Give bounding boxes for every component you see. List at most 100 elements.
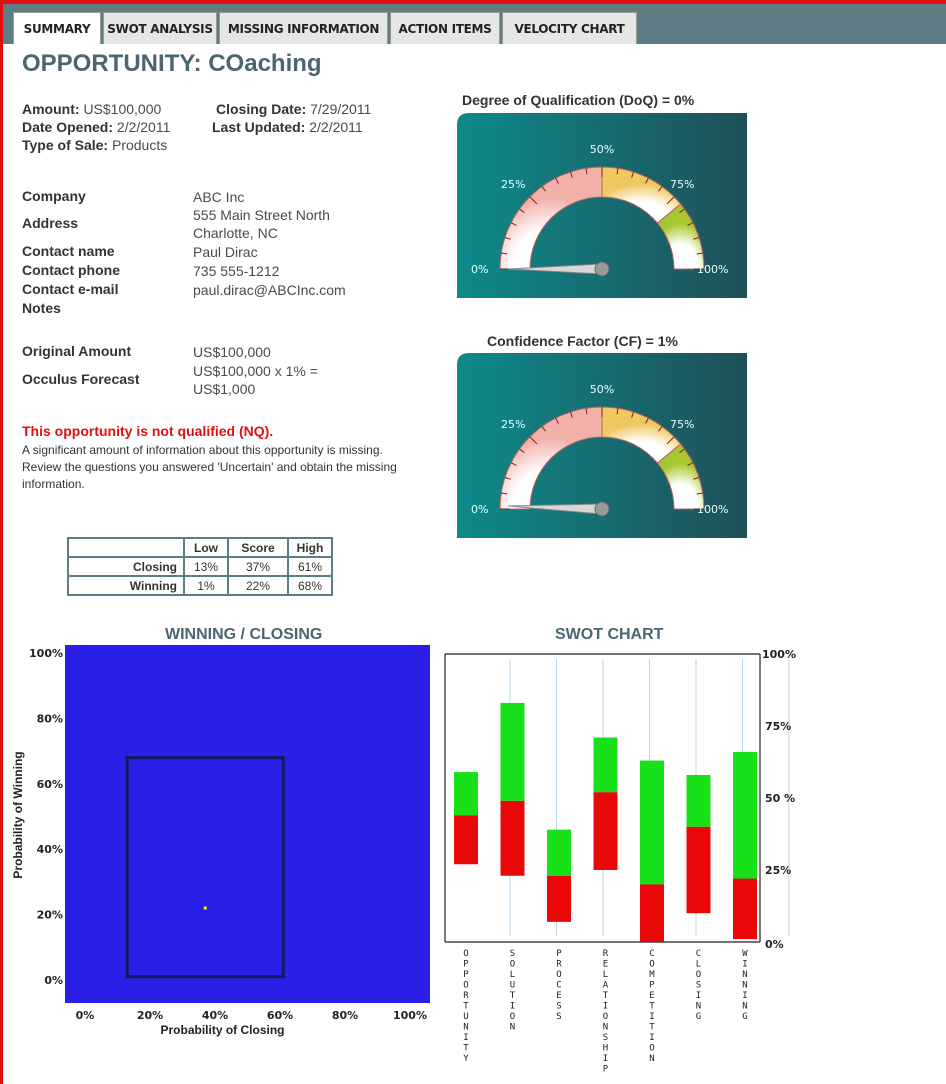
swot-category-label: G: [696, 1012, 701, 1022]
swot-category-label: A: [603, 981, 609, 991]
x-tick-label: 100%: [393, 1009, 427, 1022]
swot-category-label: T: [649, 1002, 655, 1012]
contact-email-label: Contact e-mail: [22, 281, 119, 297]
gauge-tick: [570, 411, 573, 418]
tab-swot-analysis[interactable]: SWOT ANALYSIS: [103, 12, 217, 44]
type-of-sale-row: Type of Sale: Products: [22, 137, 167, 153]
swot-frame: [444, 653, 761, 943]
swot-y-tick-label: 0%: [765, 938, 784, 951]
gauge-tick: [645, 417, 649, 424]
status-message-line-1: A significant amount of information abou…: [22, 443, 383, 457]
swot-y-tick-label: 50 %: [765, 792, 795, 805]
swot-category-label: L: [510, 970, 515, 980]
gauge-tick: [519, 448, 525, 453]
swot-category-label: Y: [463, 1054, 469, 1064]
swot-category-label: N: [742, 1002, 747, 1012]
cf-gauge-title: Confidence Factor (CF) = 1%: [487, 333, 678, 349]
gauge-tick: [693, 477, 700, 480]
swot-y-tick-label: 25%: [765, 864, 791, 877]
amount-label: Amount:: [22, 101, 80, 117]
swot-category-label: H: [603, 1044, 608, 1054]
status-message-line-2: Review the questions you answered 'Uncer…: [22, 460, 397, 491]
gauge-tick: [631, 411, 634, 418]
swot-category-label: O: [510, 1012, 515, 1022]
tab-velocity-chart[interactable]: VELOCITY CHART: [502, 12, 637, 44]
left-accent-bar: [0, 0, 3, 1084]
swot-category-label: P: [649, 981, 655, 991]
closing-date-value: 7/29/2011: [310, 101, 372, 117]
swot-category-label: I: [603, 1002, 608, 1012]
amount-row: Amount: US$100,000: [22, 101, 161, 117]
gauge-tick: [541, 186, 546, 192]
tab-missing-information[interactable]: MISSING INFORMATION: [219, 12, 388, 44]
closing-date-row: Closing Date: 7/29/2011: [216, 101, 371, 117]
swot-category-label: N: [463, 1023, 468, 1033]
x-tick-label: 20%: [137, 1009, 163, 1022]
contact-phone-label: Contact phone: [22, 262, 120, 278]
contact-email-value[interactable]: paul.dirac@ABCInc.com: [193, 282, 346, 298]
y-tick-label: 80%: [37, 712, 63, 725]
swot-category-label: I: [742, 960, 747, 970]
gauge-tick-label: 0%: [471, 263, 488, 276]
address-line-2: Charlotte, NC: [193, 225, 278, 241]
x-axis-label: Probability of Closing: [160, 1023, 284, 1037]
gauge-tick-label: 50%: [590, 143, 614, 156]
swot-category-label: P: [603, 1065, 609, 1075]
doq-gauge-title: Degree of Qualification (DoQ) = 0%: [462, 92, 695, 108]
original-amount-value: US$100,000: [193, 344, 271, 360]
gauge-tick: [510, 222, 517, 226]
swot-category-label: E: [556, 991, 561, 1001]
top-accent-bar: [0, 0, 946, 4]
swot-category-label: W: [742, 949, 748, 959]
gauge-tick: [616, 408, 619, 415]
swot-bar-green: [733, 751, 757, 885]
swot-category-label: I: [649, 1033, 654, 1043]
type-of-sale-value: Products: [111, 137, 168, 153]
tab-summary[interactable]: SUMMARY: [13, 12, 101, 44]
gauge-tick: [585, 168, 588, 175]
swot-category-label: T: [463, 1002, 469, 1012]
swot-y-tick-label: 75%: [765, 720, 791, 733]
swot-category-label: O: [696, 970, 701, 980]
original-amount-label: Original Amount: [22, 343, 132, 359]
swot-category-label: R: [463, 991, 469, 1001]
gauge-tick: [658, 426, 663, 432]
table-cell: 37%: [227, 556, 289, 577]
swot-category-label: I: [649, 1012, 654, 1022]
notes-label: Notes: [22, 300, 61, 316]
gauge-tick: [510, 462, 517, 466]
gauge-tick: [696, 252, 703, 255]
gauge-tick: [687, 462, 694, 466]
qualification-status-headline: This opportunity is not qualified (NQ).: [22, 423, 274, 439]
x-tick-label: 40%: [202, 1009, 228, 1022]
gauge-tick: [666, 436, 675, 445]
gauge-tick-label: 75%: [670, 418, 694, 431]
swot-bar-green: [547, 829, 571, 876]
winning-closing-chart-title: WINNING / CLOSING: [165, 626, 323, 643]
score-table-header-cell: Low: [183, 537, 229, 558]
address-line-1: 555 Main Street North: [193, 207, 330, 223]
gauge-tick: [529, 436, 538, 445]
cf-gauge: 0% 25% 50% 75% 100%: [457, 353, 747, 538]
last-updated-value: 2/2/2011: [309, 119, 363, 135]
swot-bar-green: [500, 702, 525, 801]
swot-bar-green: [454, 772, 478, 816]
contact-name-value: Paul Dirac: [193, 244, 258, 260]
gauge-tick: [693, 237, 700, 240]
gauge-tick: [666, 196, 675, 205]
swot-category-label: M: [649, 970, 655, 980]
swot-category-label: S: [510, 949, 515, 959]
table-cell: 22%: [227, 575, 289, 596]
table-cell: 1%: [183, 575, 229, 596]
tab-action-items[interactable]: ACTION ITEMS: [390, 12, 500, 44]
gauge-tick: [541, 426, 546, 432]
swot-category-label: C: [556, 981, 561, 991]
swot-chart: OPPORTUNITYSOLUTIONPROCESSRELATIONSHIPCO…: [444, 648, 796, 1075]
table-cell: Closing: [67, 556, 185, 577]
page-title: OPPORTUNITY: COaching: [22, 50, 322, 77]
company-value: ABC Inc: [193, 189, 245, 205]
swot-category-label: S: [556, 1002, 561, 1012]
swot-category-label: N: [603, 1023, 608, 1033]
occulus-forecast-line-1: US$100,000 x 1% =: [193, 363, 318, 379]
table-cell: 13%: [183, 556, 229, 577]
